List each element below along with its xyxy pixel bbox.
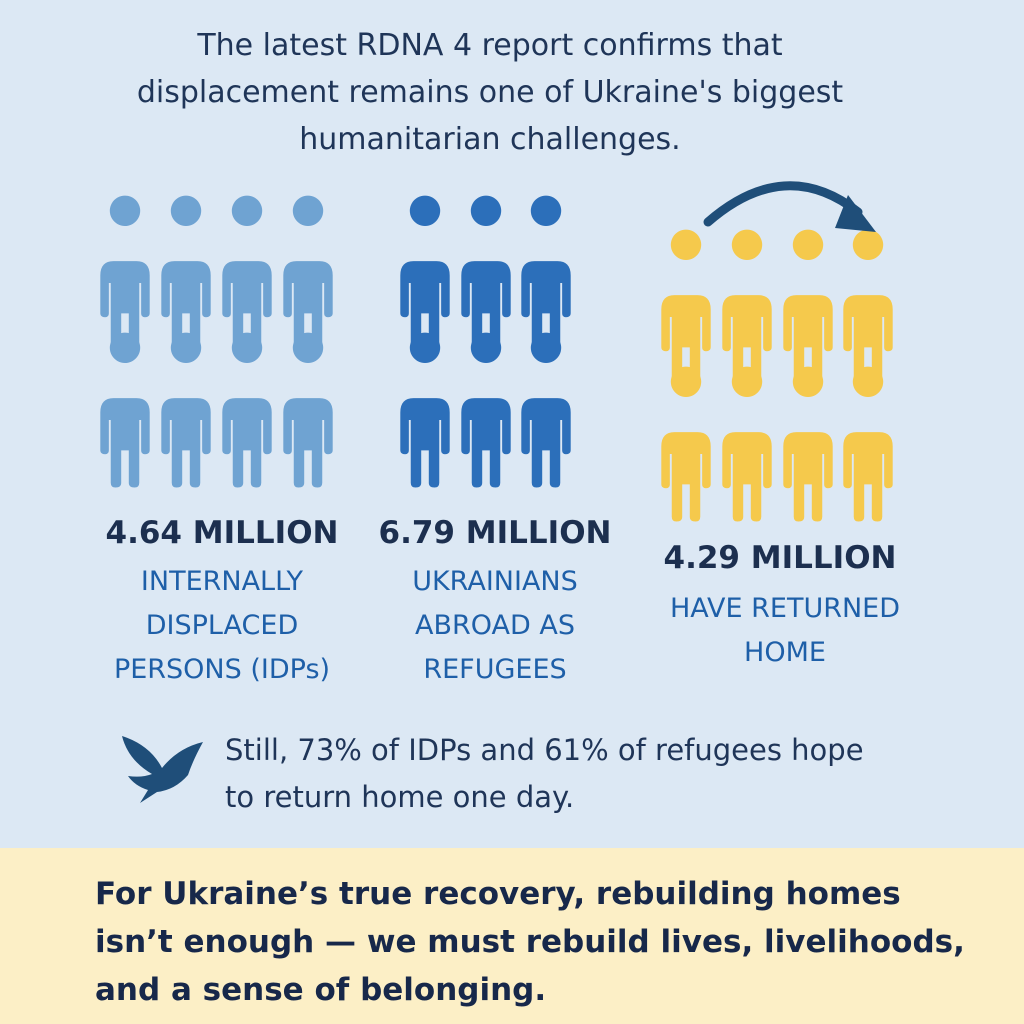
dove-icon — [122, 736, 203, 803]
stat-figure: 4.64 MILLION — [105, 515, 339, 551]
stat-label: UKRAINIANS ABROAD AS REFUGEES — [412, 566, 578, 685]
return-arrow-head — [835, 195, 876, 232]
stat-label: HAVE RETURNED HOME — [669, 593, 901, 668]
person-icon — [783, 366, 833, 522]
intro-text: The latest RDNA 4 report confirms that d… — [136, 28, 844, 157]
person-icon — [521, 195, 571, 351]
person-icon — [283, 332, 333, 488]
person-icon — [400, 332, 450, 488]
person-icon — [661, 366, 711, 522]
person-icon — [283, 195, 333, 351]
person-icon — [100, 332, 150, 488]
person-icon — [400, 195, 450, 351]
people-icons — [100, 195, 893, 522]
person-icon — [161, 195, 211, 351]
stat-label: INTERNALLY DISPLACED PERSONS (IDPs) — [113, 566, 331, 685]
stat-figure: 4.29 MILLION — [663, 540, 897, 576]
person-icon — [461, 195, 511, 351]
person-icon — [461, 332, 511, 488]
note-text: Still, 73% of IDPs and 61% of refugees h… — [225, 733, 864, 814]
return-arrow — [703, 181, 863, 227]
footer-band — [0, 848, 1024, 1024]
stat-figure: 6.79 MILLION — [378, 515, 612, 551]
person-icon — [222, 332, 272, 488]
person-icon — [783, 229, 833, 385]
person-icon — [722, 229, 772, 385]
person-icon — [661, 229, 711, 385]
footer-text: For Ukraine’s true recovery, rebuilding … — [95, 876, 965, 1008]
person-icon — [100, 195, 150, 351]
person-icon — [222, 195, 272, 351]
person-icon — [161, 332, 211, 488]
person-icon — [843, 229, 893, 385]
person-icon — [521, 332, 571, 488]
person-icon — [843, 366, 893, 522]
person-icon — [722, 366, 772, 522]
